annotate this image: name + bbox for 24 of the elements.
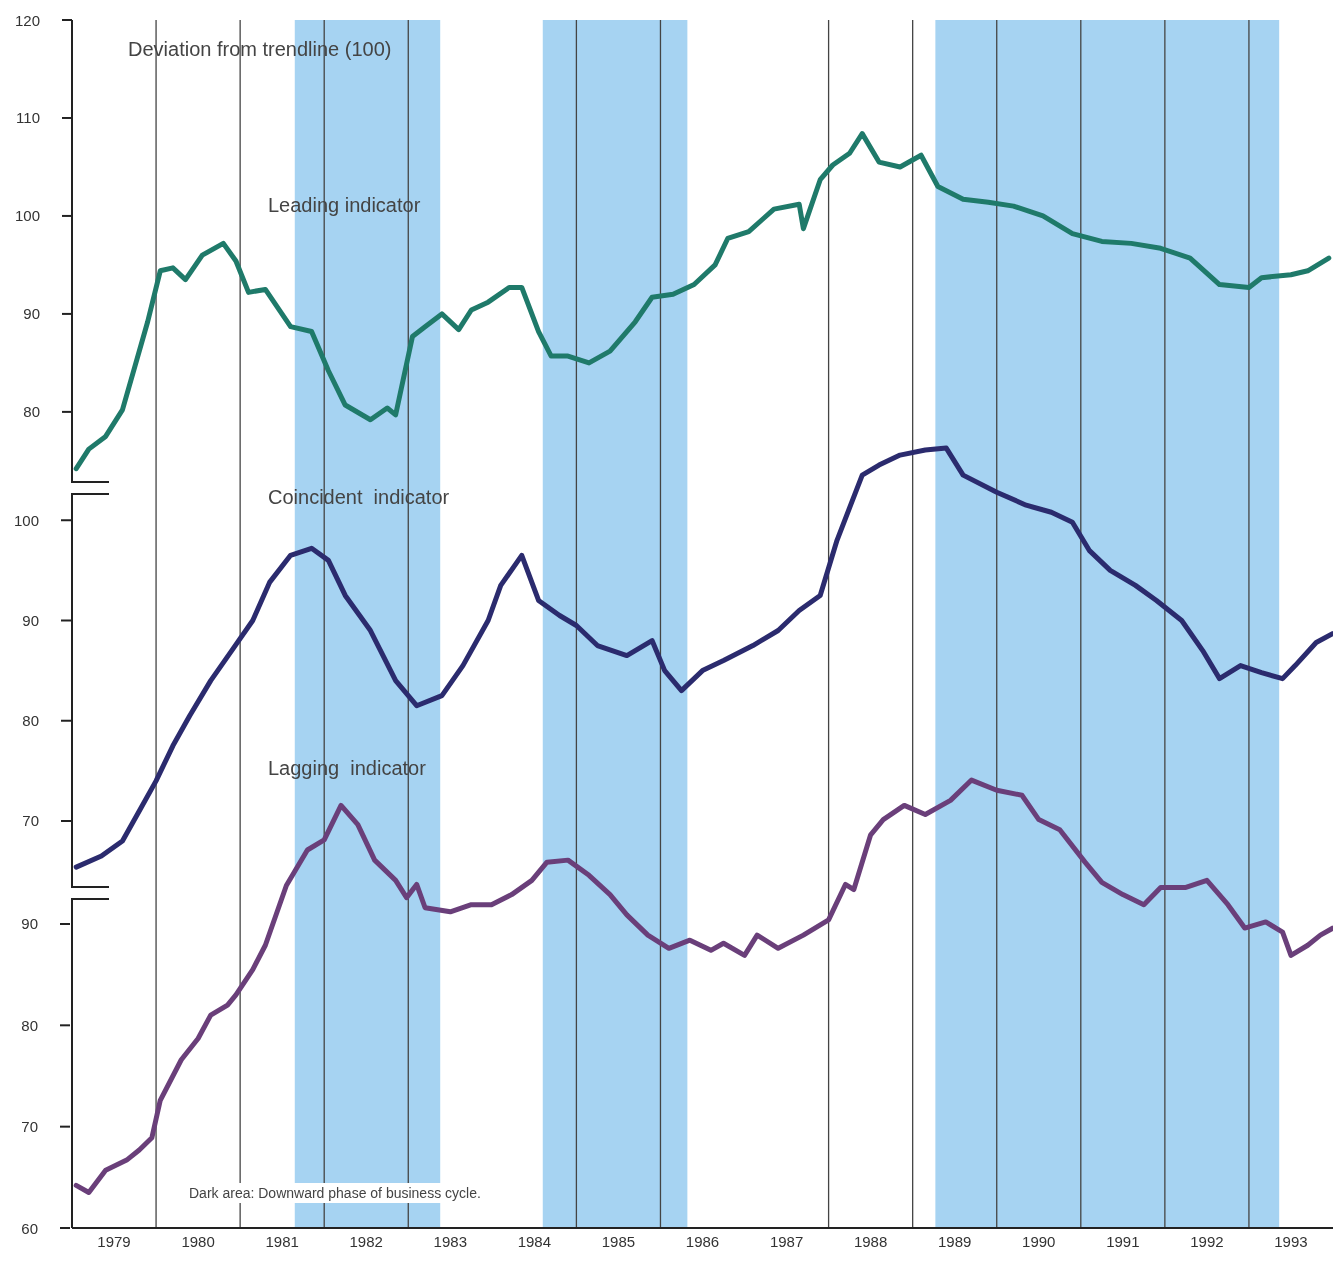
y3-tick-label: 70	[21, 1118, 38, 1136]
x-tick-label: 1982	[349, 1232, 383, 1250]
y-tick-label: 100	[14, 207, 40, 225]
y-tick-label: 120	[14, 11, 40, 29]
x-tick-label: 1987	[769, 1232, 804, 1250]
y-tick-label: 90	[23, 305, 40, 323]
x-tick-label: 1992	[1190, 1232, 1224, 1250]
y-tick-label: 80	[23, 403, 40, 421]
x-tick-label: 1985	[601, 1232, 636, 1250]
annotation: Dark area: Downward phase of business cycle.	[183, 1183, 487, 1203]
y2-tick-label: 70	[22, 812, 39, 830]
y-tick-label: 110	[16, 109, 40, 127]
x-tick-label: 1986	[685, 1232, 720, 1250]
x-tick-label: 1991	[1106, 1232, 1140, 1250]
x-tick-label: 1989	[938, 1232, 972, 1250]
y3-tick-label: 60	[21, 1219, 38, 1237]
x-tick-label: 1984	[517, 1232, 552, 1250]
x-tick-label: 1980	[181, 1232, 215, 1250]
x-tick-label: 1981	[265, 1232, 299, 1250]
x-tick-label: 1983	[433, 1232, 467, 1250]
x-tick-label: 1993	[1274, 1232, 1308, 1250]
x-tick-label: 1979	[97, 1232, 131, 1250]
x-tick-label: 1990	[1022, 1232, 1056, 1250]
x-tick-label: 1988	[853, 1232, 888, 1250]
